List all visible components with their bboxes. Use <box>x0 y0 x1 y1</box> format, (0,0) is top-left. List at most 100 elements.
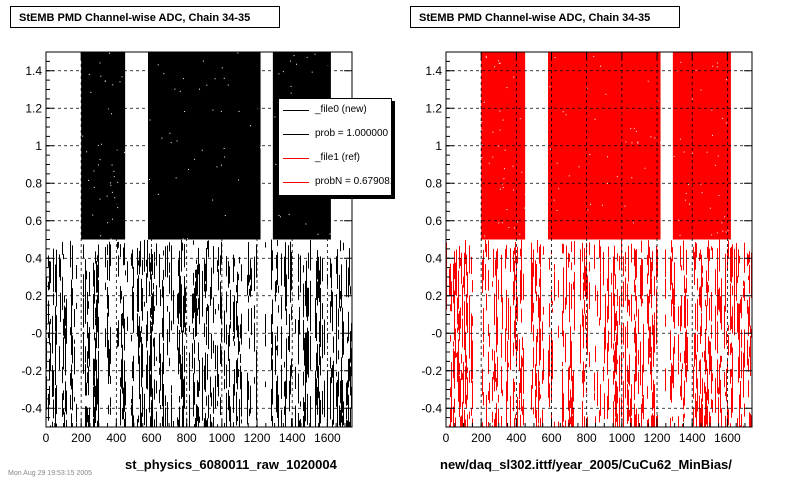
data-point <box>749 264 750 294</box>
data-point <box>623 352 624 359</box>
data-point <box>462 318 463 348</box>
data-point <box>303 415 304 427</box>
y-tick-label: -0.2 <box>421 364 442 378</box>
data-point <box>56 385 57 401</box>
data-point <box>205 413 206 427</box>
data-point <box>239 341 240 352</box>
data-point <box>605 324 606 350</box>
data-point <box>517 333 518 351</box>
data-point <box>712 65 714 67</box>
data-point <box>681 369 682 401</box>
data-point <box>625 365 626 399</box>
data-point <box>600 402 601 412</box>
data-point <box>196 412 197 426</box>
data-point <box>338 329 339 340</box>
data-point <box>471 313 472 326</box>
data-point <box>256 349 257 378</box>
data-point <box>179 396 180 403</box>
data-point <box>49 358 50 380</box>
data-point <box>341 287 342 308</box>
data-point <box>535 364 536 386</box>
data-point <box>87 407 88 423</box>
data-point <box>656 416 657 427</box>
data-point <box>110 238 112 240</box>
data-point <box>617 253 618 262</box>
data-point <box>322 311 323 320</box>
data-point <box>566 248 567 262</box>
data-point <box>603 366 604 382</box>
data-point <box>685 192 687 194</box>
data-point <box>241 419 242 424</box>
data-point <box>70 373 71 386</box>
data-point <box>199 360 200 391</box>
data-point <box>684 350 685 364</box>
data-point <box>180 309 181 327</box>
data-point <box>683 258 684 270</box>
data-point <box>458 318 459 331</box>
data-point <box>88 415 89 427</box>
legend-line-icon <box>283 182 309 183</box>
data-point <box>315 302 316 326</box>
data-point <box>193 301 194 310</box>
data-point <box>553 199 555 201</box>
data-point <box>112 84 114 86</box>
data-point <box>53 293 54 306</box>
data-point <box>138 415 139 423</box>
data-point <box>182 405 183 427</box>
data-point <box>466 298 467 306</box>
data-point <box>506 245 507 259</box>
y-tick-label: 0.8 <box>25 176 42 190</box>
data-point <box>627 408 628 424</box>
data-point <box>563 393 564 422</box>
x-tick-label: 0 <box>443 431 450 445</box>
data-point <box>291 311 292 321</box>
data-point <box>303 320 304 351</box>
data-point <box>463 361 464 394</box>
data-point <box>739 255 740 264</box>
data-point <box>310 335 311 370</box>
data-point <box>532 378 533 389</box>
data-point <box>563 244 564 254</box>
data-point <box>520 414 521 427</box>
data-point <box>223 77 225 79</box>
data-point <box>87 321 88 339</box>
data-point <box>197 308 198 316</box>
data-point <box>520 282 521 304</box>
data-point <box>454 267 455 280</box>
data-point <box>185 322 186 335</box>
data-point <box>221 164 223 166</box>
data-point <box>540 247 541 253</box>
data-point <box>665 262 666 278</box>
data-point <box>337 379 338 402</box>
data-point <box>454 290 455 313</box>
data-point <box>467 271 468 298</box>
x-tick-label: 200 <box>71 431 91 445</box>
data-point <box>635 414 636 427</box>
data-point <box>285 242 286 271</box>
data-point <box>641 240 642 253</box>
data-point <box>568 175 570 177</box>
data-point <box>163 73 165 75</box>
data-point <box>239 400 240 410</box>
data-point <box>496 377 497 391</box>
data-point <box>635 320 636 353</box>
data-point <box>725 231 727 233</box>
data-point <box>718 194 720 196</box>
data-point <box>206 265 207 292</box>
data-point <box>277 375 278 410</box>
data-point <box>650 326 651 353</box>
data-point <box>715 335 716 344</box>
data-point <box>456 249 457 282</box>
data-point <box>625 345 626 378</box>
data-point <box>202 298 203 317</box>
data-point <box>472 316 473 326</box>
data-point <box>726 331 727 345</box>
data-point <box>173 421 174 427</box>
data-point <box>295 405 296 427</box>
data-point <box>202 403 203 421</box>
data-point <box>679 234 681 236</box>
data-point <box>514 381 515 392</box>
data-point <box>163 250 164 256</box>
data-point <box>465 249 466 264</box>
data-point <box>582 242 583 262</box>
